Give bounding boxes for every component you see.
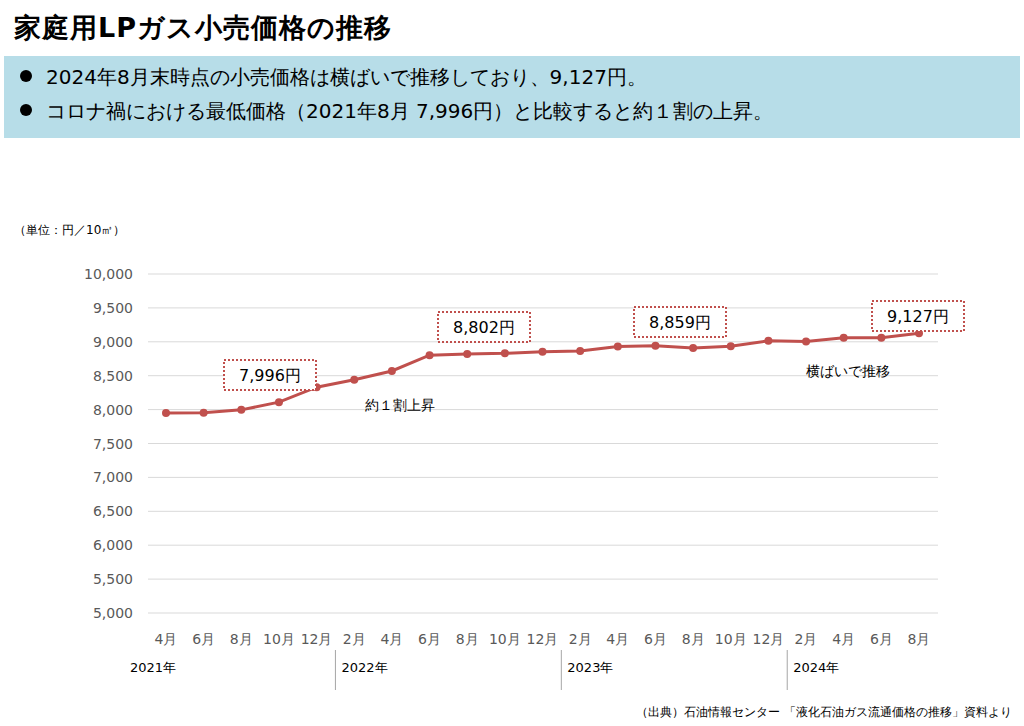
data-point: [614, 343, 622, 351]
grid: [148, 274, 938, 613]
y-tick-label: 6,500: [93, 503, 133, 519]
grid-line: [148, 511, 938, 512]
x-tick-label: 2月: [569, 631, 592, 647]
data-point: [727, 342, 735, 350]
y-tick-label: 8,500: [93, 368, 133, 384]
bullet-dot: [20, 70, 32, 82]
x-tick-label: 12月: [752, 631, 784, 647]
data-point: [275, 398, 283, 406]
y-tick-label: 9,000: [93, 334, 133, 350]
data-point: [426, 351, 434, 359]
x-tick-label: 12月: [301, 631, 333, 647]
data-point: [877, 334, 885, 342]
summary-text: コロナ禍における最低価格（2021年8月 7,996円）と比較すると約１割の上昇…: [46, 99, 773, 123]
x-tick-label: 6月: [644, 631, 667, 647]
data-point: [764, 337, 772, 345]
x-tick-label: 4月: [380, 631, 403, 647]
annotation-box: [872, 301, 964, 331]
y-tick-label: 5,500: [93, 571, 133, 587]
y-tick-label: 8,000: [93, 402, 133, 418]
summary-bullet: コロナ禍における最低価格（2021年8月 7,996円）と比較すると約１割の上昇…: [20, 98, 773, 125]
grid-line: [148, 545, 938, 546]
data-point: [200, 409, 208, 417]
x-tick-label: 6月: [870, 631, 893, 647]
y-tick-label: 9,500: [93, 300, 133, 316]
annotation: 約１割上昇: [365, 397, 435, 413]
grid-line: [148, 409, 938, 410]
x-tick-label: 4月: [832, 631, 855, 647]
annotation-box: [438, 312, 530, 342]
x-tick-label: 4月: [155, 631, 178, 647]
grid-line: [148, 579, 938, 580]
data-point: [350, 376, 358, 384]
title: 家庭用LPガス小売価格の推移: [14, 10, 392, 46]
year-separator: [561, 650, 562, 690]
year-label: 2022年: [341, 660, 387, 675]
grid-line: [148, 613, 938, 614]
x-tick-label: 8月: [682, 631, 705, 647]
x-tick-label: 6月: [418, 631, 441, 647]
year-label: 2024年: [793, 660, 839, 675]
data-point: [689, 344, 697, 352]
data-point: [162, 409, 170, 417]
annotation-box: [224, 360, 316, 390]
source: （出典）石油情報センター 「液化石油ガス流通価格の推移」資料より: [636, 705, 1012, 719]
annotation: 9,127円: [887, 307, 949, 326]
summary-text: 2024年8月末時点の小売価格は横ばいで推移しており、9,127円。: [46, 65, 647, 89]
series-line: [166, 333, 919, 413]
grid-line: [148, 443, 938, 444]
summary-bullet: 2024年8月末時点の小売価格は横ばいで推移しており、9,127円。: [20, 64, 647, 91]
annotation-box: [634, 307, 726, 337]
data-point: [576, 347, 584, 355]
year-separator: [787, 650, 788, 690]
y-tick-label: 7,500: [93, 436, 133, 452]
x-tick-label: 10月: [715, 631, 747, 647]
year-separator: [335, 650, 336, 690]
x-tick-label: 2月: [795, 631, 818, 647]
y-tick-label: 10,000: [84, 266, 133, 282]
data-point: [237, 406, 245, 414]
annotation: 7,996円: [239, 366, 301, 385]
x-tick-label: 8月: [230, 631, 253, 647]
annotation: 横ばいで推移: [806, 363, 890, 379]
data-point: [539, 348, 547, 356]
chart: （単位：円／10㎥） 5,000 5,500 6,000 6,500 7,000 7,500…: [0, 0, 1024, 726]
grid-line: [148, 307, 938, 308]
x-tick-label: 4月: [606, 631, 629, 647]
grid-line: [148, 477, 938, 478]
x-tick-label: 6月: [192, 631, 215, 647]
y-tick-label: 5,000: [93, 605, 133, 621]
data-point: [501, 349, 509, 357]
data-point: [840, 334, 848, 342]
y-axis-label: （単位：円／10㎥）: [14, 223, 125, 237]
x-tick-label: 8月: [908, 631, 931, 647]
x-tick-label: 2月: [343, 631, 366, 647]
y-tick-label: 7,000: [93, 469, 133, 485]
y-tick-label: 6,000: [93, 537, 133, 553]
annotation: 8,859円: [649, 313, 711, 332]
year-label: 2023年: [567, 660, 613, 675]
x-tick-label: 12月: [527, 631, 559, 647]
x-tick-label: 10月: [489, 631, 521, 647]
year-label: 2021年: [130, 660, 176, 675]
annotation: 8,802円: [453, 318, 515, 337]
summary-box: 2024年8月末時点の小売価格は横ばいで推移しており、9,127円。コロナ禍にお…: [4, 56, 1020, 138]
data-point: [802, 337, 810, 345]
x-tick-label: 8月: [456, 631, 479, 647]
grid-line: [148, 274, 938, 275]
data-group: [162, 329, 923, 417]
data-point: [651, 342, 659, 350]
bullet-dot: [20, 104, 32, 116]
data-point: [463, 350, 471, 358]
x-tick-label: 10月: [263, 631, 295, 647]
data-point: [388, 367, 396, 375]
